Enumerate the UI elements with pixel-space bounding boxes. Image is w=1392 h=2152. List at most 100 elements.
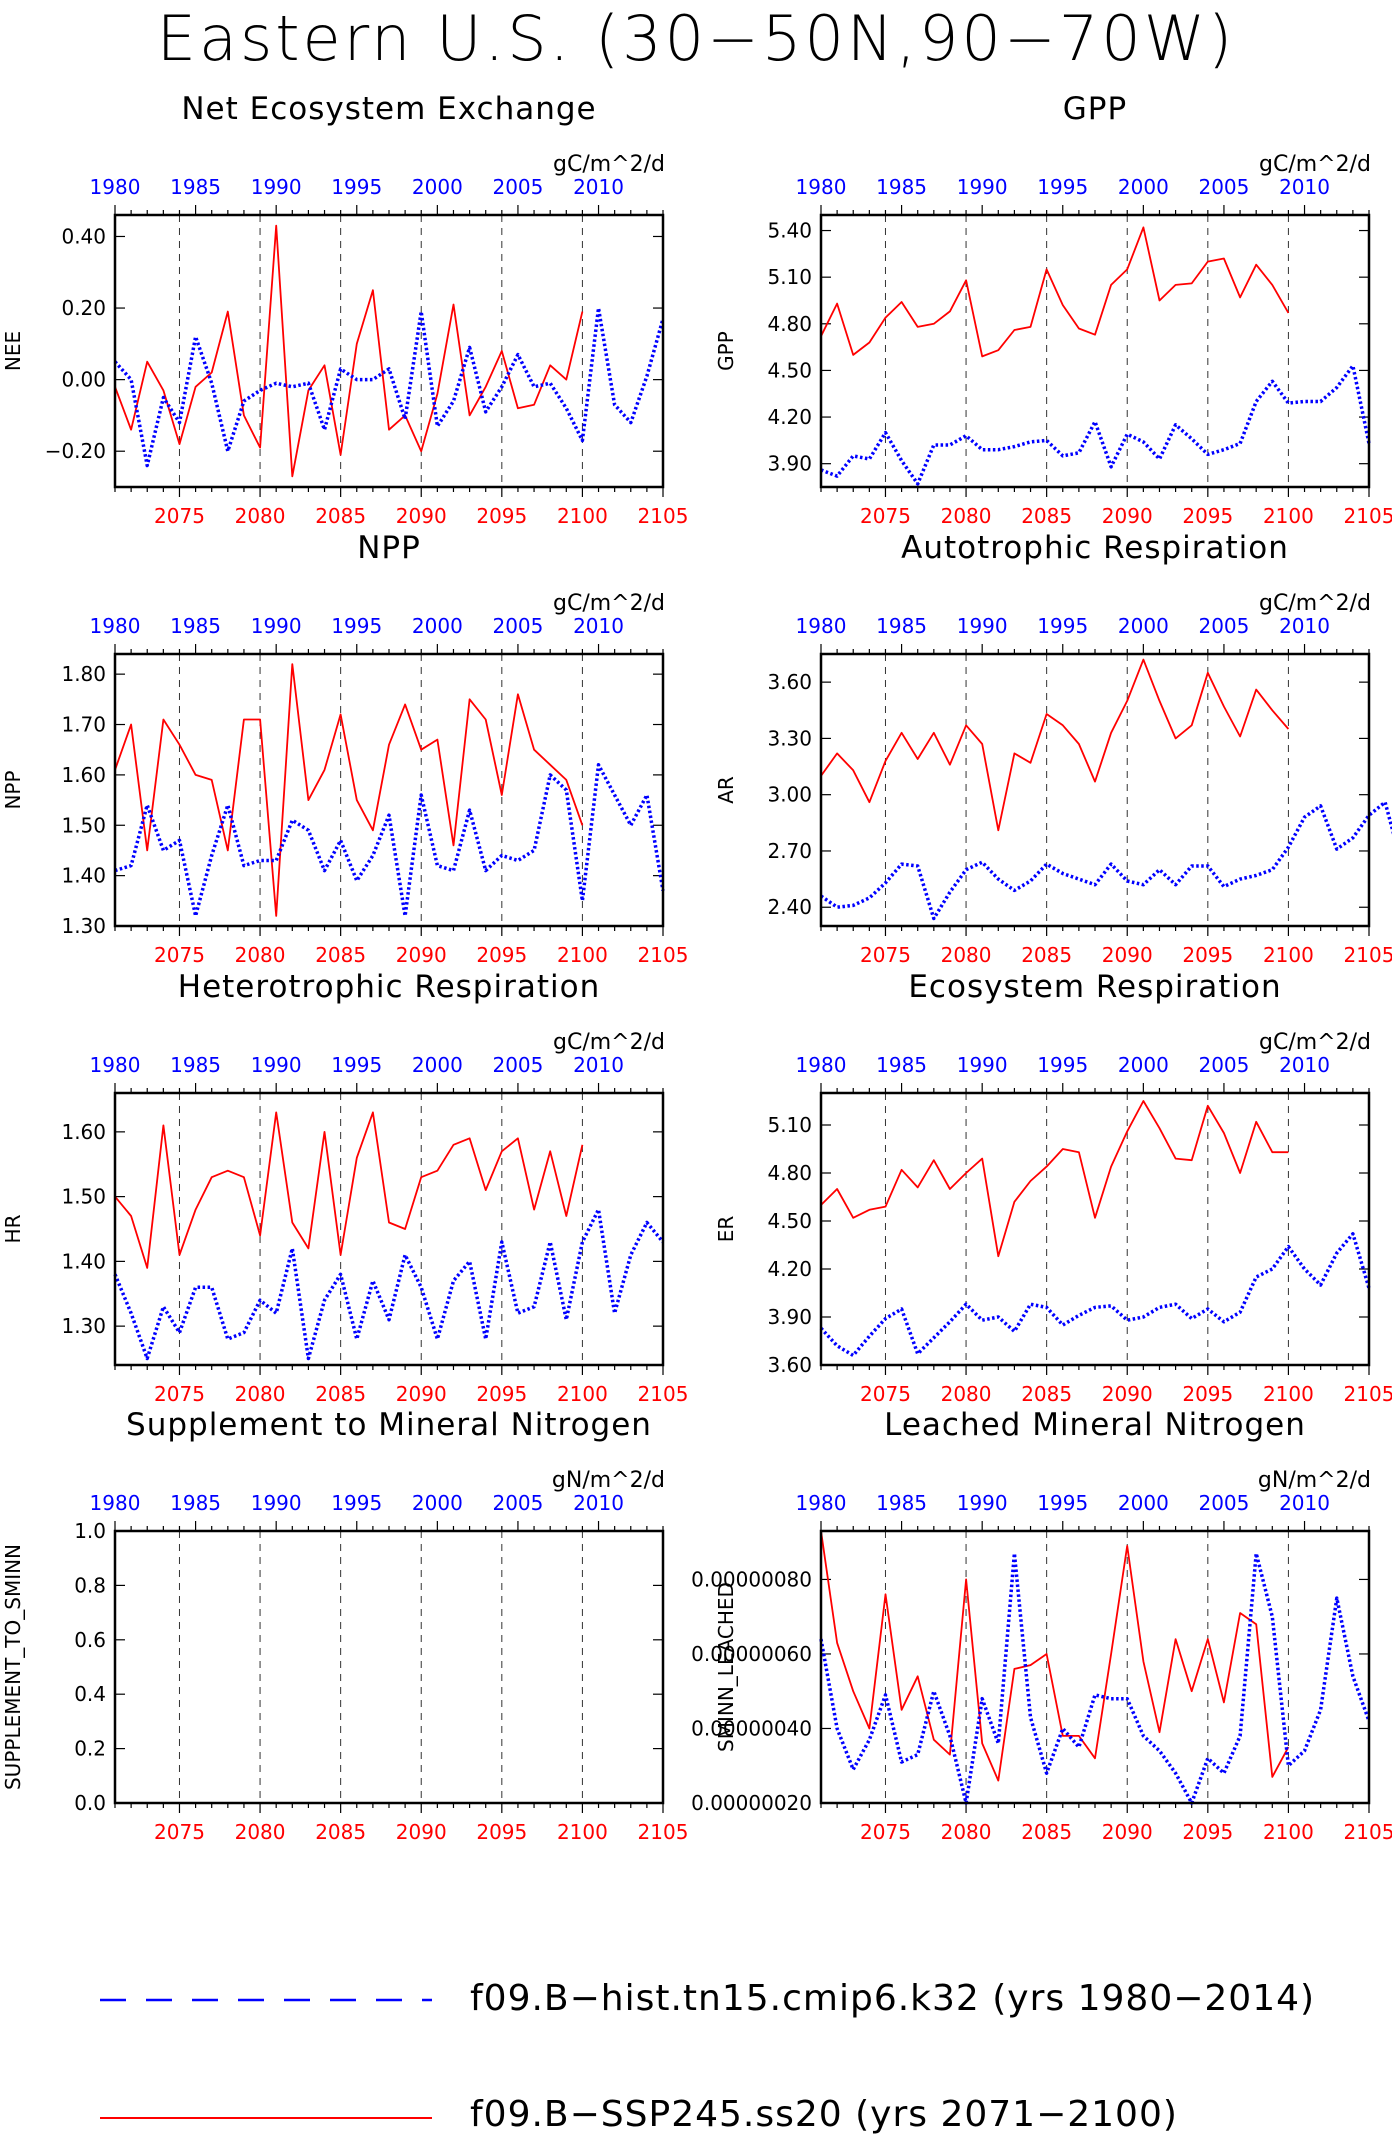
y-tick-label: 4.80 — [767, 312, 812, 336]
x-bottom-tick-label: 2090 — [1102, 1382, 1153, 1406]
x-top-tick-label: 1985 — [876, 1053, 927, 1077]
x-bottom-tick-label: 2085 — [315, 504, 366, 528]
series-line-hist — [819, 1232, 1371, 1358]
x-top-tick-label: 2000 — [412, 175, 463, 199]
x-bottom-tick-label: 2080 — [235, 943, 286, 967]
plot-frame — [819, 1091, 1371, 1367]
x-bottom-tick-label: 2075 — [860, 504, 911, 528]
units-label: gC/m^2/d — [1259, 1030, 1371, 1055]
plot-frame — [819, 213, 1371, 489]
units-label: gC/m^2/d — [553, 591, 665, 616]
y-tick-label: 1.70 — [61, 713, 106, 737]
x-top-tick-label: 2000 — [1118, 1053, 1169, 1077]
x-top-tick-label: 2005 — [492, 614, 543, 638]
x-bottom-tick-label: 2085 — [315, 1382, 366, 1406]
x-top-tick-label: 1990 — [957, 614, 1008, 638]
legend-swatch-future — [100, 2117, 432, 2119]
x-bottom-tick-label: 2090 — [1102, 504, 1153, 528]
x-top-tick-label: 2005 — [492, 175, 543, 199]
page-title: Eastern U.S. (30−50N,90−70W) — [156, 2, 1236, 75]
y-axis-label: ER — [714, 1216, 738, 1243]
x-bottom-tick-label: 2080 — [235, 1820, 286, 1844]
x-bottom-tick-label: 2095 — [476, 504, 527, 528]
x-bottom-tick-label: 2105 — [1344, 1382, 1392, 1406]
series-line-hist — [114, 763, 665, 918]
plot-frame — [113, 652, 665, 928]
series-line-future — [820, 1100, 1289, 1258]
x-top-tick-label: 2010 — [573, 614, 624, 638]
x-top-tick-label: 1980 — [796, 614, 847, 638]
x-bottom-tick-label: 2105 — [638, 504, 689, 528]
y-axis-label: SUPPLEMENT_TO_SMINN — [1, 1544, 25, 1790]
x-bottom-tick-label: 2075 — [154, 943, 205, 967]
y-tick-label: 3.60 — [767, 1353, 812, 1377]
x-bottom-tick-label: 2080 — [235, 504, 286, 528]
panel-title: Supplement to Mineral Nitrogen — [126, 1407, 652, 1443]
units-label: gN/m^2/d — [552, 1468, 665, 1493]
x-top-tick-label: 2010 — [573, 1053, 624, 1077]
y-tick-label: 1.50 — [61, 1185, 106, 1209]
y-tick-label: 1.60 — [61, 763, 106, 787]
panel-title: Net Ecosystem Exchange — [181, 91, 596, 127]
x-top-tick-label: 2005 — [1198, 175, 1249, 199]
x-bottom-tick-label: 2085 — [1021, 943, 1072, 967]
x-bottom-tick-label: 2075 — [860, 1382, 911, 1406]
y-tick-label: 1.80 — [61, 662, 106, 686]
x-bottom-tick-label: 2085 — [1021, 504, 1072, 528]
x-top-tick-label: 1990 — [251, 175, 302, 199]
x-bottom-tick-label: 2095 — [1182, 504, 1233, 528]
panel-title: NPP — [357, 530, 421, 566]
y-tick-label: 0.40 — [61, 224, 106, 248]
y-tick-label: 0.6 — [74, 1628, 106, 1652]
x-bottom-tick-label: 2105 — [1344, 943, 1392, 967]
plot-frame — [113, 1529, 665, 1805]
y-tick-label: −0.20 — [45, 439, 106, 463]
x-top-tick-label: 2000 — [1118, 1491, 1169, 1515]
y-axis-label: NPP — [1, 770, 25, 809]
x-bottom-tick-label: 2085 — [315, 943, 366, 967]
y-tick-label: 5.10 — [767, 1113, 812, 1137]
x-bottom-tick-label: 2080 — [235, 1382, 286, 1406]
x-bottom-tick-label: 2075 — [860, 943, 911, 967]
panel-title: Heterotrophic Respiration — [178, 969, 600, 1005]
x-top-tick-label: 2010 — [1279, 175, 1330, 199]
chart-grid: Net Ecosystem Exchange gC/m^2/d 2075 2080 20… — [1, 91, 1392, 1844]
series-line-hist — [113, 1207, 665, 1361]
x-top-tick-label: 1995 — [331, 614, 382, 638]
series-line-future — [820, 1530, 1290, 1782]
series-line-future — [114, 224, 584, 478]
series-line-hist — [113, 306, 665, 468]
x-bottom-tick-label: 2085 — [315, 1820, 366, 1844]
series-line-future — [820, 226, 1290, 358]
series-line-hist — [820, 364, 1371, 486]
x-bottom-tick-label: 2085 — [1021, 1382, 1072, 1406]
x-top-tick-label: 2005 — [1198, 614, 1249, 638]
x-top-tick-label: 1980 — [90, 614, 141, 638]
x-top-tick-label: 1985 — [170, 1491, 221, 1515]
y-tick-label: 1.0 — [74, 1519, 106, 1543]
x-top-tick-label: 1985 — [876, 175, 927, 199]
x-top-tick-label: 1990 — [251, 1491, 302, 1515]
units-label: gC/m^2/d — [553, 1030, 665, 1055]
x-top-tick-label: 1995 — [1037, 175, 1088, 199]
x-top-tick-label: 1990 — [957, 1491, 1008, 1515]
x-top-tick-label: 1980 — [796, 1491, 847, 1515]
x-bottom-tick-label: 2100 — [557, 504, 608, 528]
y-tick-label: 0.2 — [74, 1737, 106, 1761]
x-bottom-tick-label: 2100 — [1263, 504, 1314, 528]
y-tick-label: 1.50 — [61, 813, 106, 837]
plot-frame — [113, 213, 665, 489]
y-tick-label: 3.60 — [767, 670, 812, 694]
x-bottom-tick-label: 2100 — [557, 943, 608, 967]
series-line-future — [820, 658, 1290, 832]
x-top-tick-label: 1995 — [1037, 614, 1088, 638]
y-tick-label: 5.40 — [767, 219, 812, 243]
x-bottom-tick-label: 2090 — [396, 1382, 447, 1406]
x-bottom-tick-label: 2100 — [557, 1382, 608, 1406]
plot-frame — [819, 652, 1371, 928]
y-tick-label: 0.00000020 — [691, 1791, 812, 1815]
x-top-tick-label: 2005 — [1198, 1491, 1249, 1515]
x-bottom-tick-label: 2095 — [1182, 943, 1233, 967]
x-bottom-tick-label: 2075 — [860, 1820, 911, 1844]
x-top-tick-label: 1985 — [170, 1053, 221, 1077]
